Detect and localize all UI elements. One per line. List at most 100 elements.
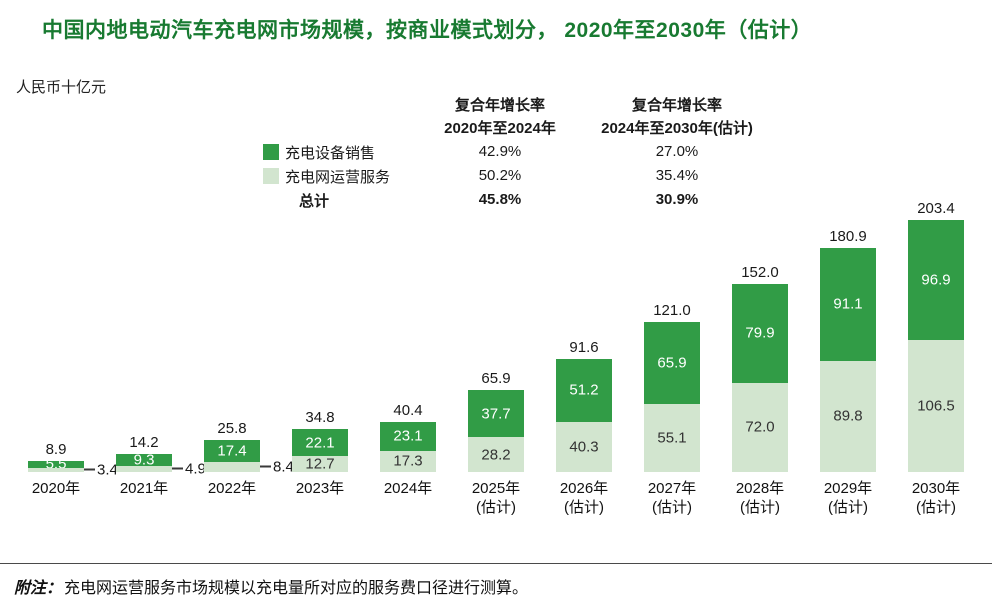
bar-segment-operation xyxy=(116,465,172,472)
footnote: 附注： 充电网运营服务市场规模以充电量所对应的服务费口径进行测算。 xyxy=(14,574,974,598)
equipment-value-label: 65.9 xyxy=(657,354,687,372)
leader-line xyxy=(172,467,183,470)
bar-segment-operation: 40.3 xyxy=(556,422,612,472)
bar-segment-equipment: 79.9 xyxy=(732,283,788,383)
stacked-bar: 79.9 72.0 xyxy=(732,283,788,472)
operation-value-label: 72.0 xyxy=(745,418,775,436)
cagr2-header-line2: 2024年至2030年(估计) xyxy=(601,120,753,137)
x-axis-label: 2028年 (估计) xyxy=(735,480,785,516)
bar-segment-equipment: 17.4 xyxy=(204,440,260,462)
bar-total-label: 121.0 xyxy=(653,302,691,320)
operation-value-label: 28.2 xyxy=(481,446,511,464)
stacked-bar: 96.9 106.5 xyxy=(908,220,964,472)
stacked-bar: 51.2 40.3 xyxy=(556,358,612,472)
bar-group: 65.9 37.7 28.2 2025年 (估计) xyxy=(452,186,540,516)
bar-segment-operation: 72.0 xyxy=(732,382,788,472)
legend-swatch-equipment xyxy=(263,144,279,160)
stacked-bar: 23.1 17.3 xyxy=(380,421,436,472)
legend-item-equipment: 充电设备销售 xyxy=(263,140,390,164)
cagr1-header-line2: 2020年至2024年 xyxy=(444,120,556,137)
cagr2-header-line1: 复合年增长率 xyxy=(631,97,722,114)
bar-group: 40.4 23.1 17.3 2024年 xyxy=(364,186,452,516)
stacked-bar: 22.1 12.7 xyxy=(292,428,348,472)
x-axis-label: 2029年 (估计) xyxy=(823,480,873,516)
x-axis-label: 2030年 (估计) xyxy=(911,480,961,516)
bar-segment-operation: 106.5 xyxy=(908,340,964,472)
bar-total-label: 14.2 xyxy=(129,434,159,452)
equipment-value-label: 23.1 xyxy=(393,427,423,445)
legend-label-equipment: 充电设备销售 xyxy=(285,144,376,162)
bar-segment-operation: 17.3 xyxy=(380,450,436,472)
footnote-prefix: 附注： xyxy=(14,580,63,597)
leader-line xyxy=(84,468,95,471)
cagr2-operation-value: 35.4% xyxy=(655,167,699,184)
bar-group: 8.9 3.4 5.5 2020年 xyxy=(12,186,118,516)
cagr-column-2024-2030: 复合年增长率 2024年至2030年(估计) 27.0% 35.4% 30.9% xyxy=(585,94,769,212)
operation-value-label: 89.8 xyxy=(833,407,863,425)
bar-total-label: 25.8 xyxy=(217,420,247,438)
plot-area: 8.9 3.4 5.5 2020年 14.2 4.9 9.3 2021年 25.8 8.4 17.4… xyxy=(12,186,980,516)
equipment-value-label: 51.2 xyxy=(569,381,599,399)
bar-segment-equipment: 91.1 xyxy=(820,247,876,361)
stacked-bar: 4.9 9.3 xyxy=(116,451,206,477)
page-title: 中国内地电动汽车充电网市场规模，按商业模式划分， 2020年至2030年（估计） xyxy=(42,19,813,42)
equipment-value-label: 17.4 xyxy=(217,442,247,460)
y-axis-unit-label: 人民币十亿元 xyxy=(16,79,107,96)
x-axis-label: 2025年 (估计) xyxy=(471,480,521,516)
bar-total-label: 91.6 xyxy=(569,338,599,356)
bar-group: 203.4 96.9 106.5 2030年 (估计) xyxy=(892,186,980,516)
cagr1-header-line1: 复合年增长率 xyxy=(454,97,545,114)
operation-value-label: 40.3 xyxy=(569,438,599,456)
legend-swatch-operation xyxy=(263,168,279,184)
operation-value-label: 17.3 xyxy=(393,452,423,470)
footnote-text: 充电网运营服务市场规模以充电量所对应的服务费口径进行测算。 xyxy=(64,580,529,597)
equipment-value-label: 79.9 xyxy=(745,324,775,342)
cagr2-total-value: 30.9% xyxy=(655,191,699,208)
bar-segment-equipment: 65.9 xyxy=(644,322,700,404)
bar-segment-equipment: 51.2 xyxy=(556,358,612,423)
operation-value-label: 4.9 xyxy=(185,460,206,478)
x-axis-label: 2024年 xyxy=(383,480,433,497)
equipment-value-label: 96.9 xyxy=(921,271,951,289)
cagr-column-2020-2024: 复合年增长率 2020年至2024年 42.9% 50.2% 45.8% xyxy=(430,94,570,212)
x-axis-label: 2021年 xyxy=(119,480,169,497)
legend: 充电设备销售 充电网运营服务 总计 xyxy=(263,140,390,212)
operation-value-leader: 3.4 xyxy=(84,461,118,478)
equipment-value-label: 9.3 xyxy=(133,451,155,469)
bar-segment-equipment: 22.1 xyxy=(292,428,348,457)
leader-line xyxy=(260,465,271,468)
bar-group: 25.8 8.4 17.4 2022年 xyxy=(188,186,294,516)
bar-group: 180.9 91.1 89.8 2029年 (估计) xyxy=(804,186,892,516)
bar-segment-operation xyxy=(28,467,84,472)
cagr1-total-value: 45.8% xyxy=(478,191,522,208)
bar-segment-equipment: 9.3 xyxy=(116,451,172,469)
stacked-bar: 91.1 89.8 xyxy=(820,247,876,472)
legend-item-total: 总计 xyxy=(263,188,390,212)
bar-segment-equipment: 5.5 xyxy=(28,457,84,472)
operation-value-label: 3.4 xyxy=(97,461,118,479)
stacked-bar: 65.9 55.1 xyxy=(644,322,700,472)
operation-value-label: 12.7 xyxy=(305,455,335,473)
cagr1-equipment-value: 42.9% xyxy=(478,143,522,160)
x-axis-label: 2026年 (估计) xyxy=(559,480,609,516)
bar-segment-operation: 12.7 xyxy=(292,456,348,472)
x-axis-label: 2020年 xyxy=(31,480,81,497)
x-axis-label: 2023年 xyxy=(295,480,345,497)
operation-value-label: 106.5 xyxy=(917,397,955,415)
bar-segment-operation: 89.8 xyxy=(820,360,876,472)
bar-group: 14.2 4.9 9.3 2021年 xyxy=(100,186,206,516)
bar-total-label: 65.9 xyxy=(481,370,511,388)
bar-total-label: 40.4 xyxy=(393,401,423,419)
operation-value-leader: 8.4 xyxy=(260,458,294,475)
bar-group: 34.8 22.1 12.7 2023年 xyxy=(276,186,364,516)
bar-segment-operation xyxy=(204,461,260,472)
legend-item-operation: 充电网运营服务 xyxy=(263,164,390,188)
legend-label-operation: 充电网运营服务 xyxy=(285,168,391,186)
bar-segment-operation: 28.2 xyxy=(468,437,524,472)
stacked-bar: 3.4 5.5 xyxy=(28,457,118,478)
bar-segment-equipment: 37.7 xyxy=(468,390,524,438)
bar-group: 121.0 65.9 55.1 2027年 (估计) xyxy=(628,186,716,516)
equipment-value-label: 91.1 xyxy=(833,295,863,313)
bar-segment-equipment: 23.1 xyxy=(380,421,436,451)
